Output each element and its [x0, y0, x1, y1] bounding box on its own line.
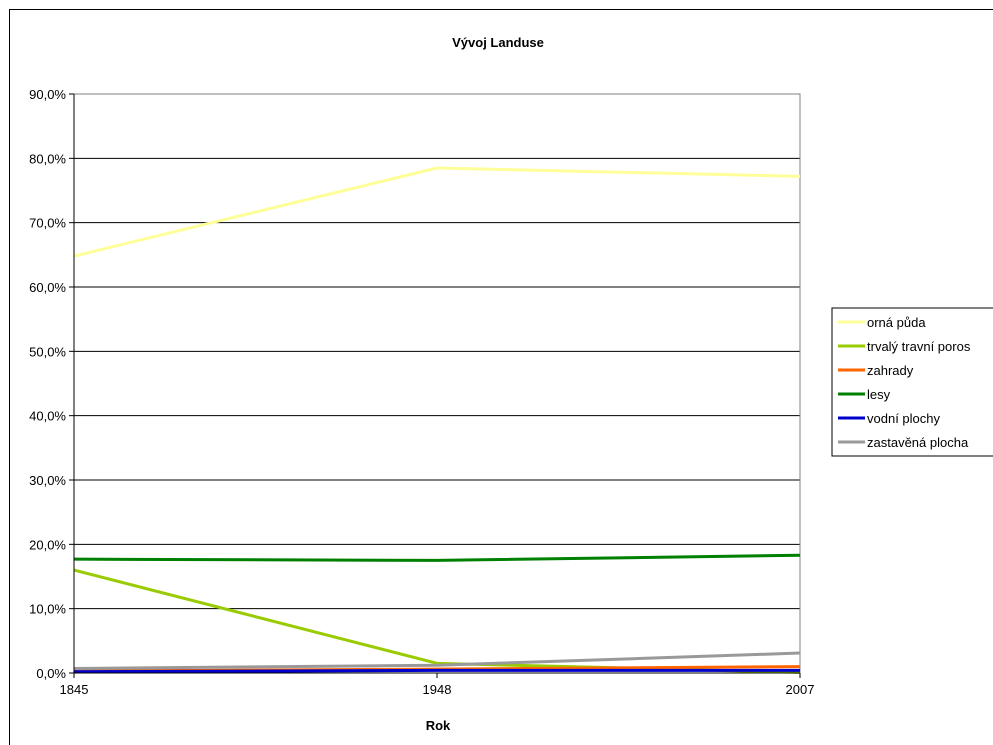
y-axis-ticks: 0,0% 10,0% 20,0% 30,0% 40,0% 50,0% 60,0% 70,0% 8…	[29, 87, 75, 681]
y-tick-label: 20,0%	[29, 537, 66, 552]
chart-title: Vývoj Landuse	[452, 35, 544, 50]
y-tick-label: 70,0%	[29, 216, 66, 231]
y-tick-label: 40,0%	[29, 409, 66, 424]
chart-frame	[9, 9, 993, 745]
series-line-0	[73, 166, 801, 258]
series-line-4	[73, 668, 800, 674]
y-tick-label: 10,0%	[29, 602, 66, 617]
y-tick-label: 60,0%	[29, 280, 66, 295]
legend-label-5: zastavěná plocha	[867, 435, 969, 450]
x-tick-label: 2007	[786, 682, 815, 697]
y-tick-label: 80,0%	[29, 151, 66, 166]
x-axis-ticks: 1845 1948 2007	[60, 672, 815, 697]
y-tick-label: 90,0%	[29, 87, 66, 102]
y-tick-label: 30,0%	[29, 473, 66, 488]
legend-label-2: zahrady	[867, 363, 914, 378]
legend: orná půda trvalý travní poros zahrady lesy v…	[831, 307, 993, 457]
x-tick-label: 1948	[423, 682, 452, 697]
gridlines	[74, 93, 800, 610]
series-line-5	[73, 651, 801, 670]
y-tick-label: 50,0%	[29, 344, 66, 359]
series-lines	[73, 166, 801, 674]
legend-box	[831, 307, 993, 457]
x-axis-title: Rok	[426, 718, 451, 733]
legend-label-1: trvalý travní poros	[867, 339, 971, 354]
x-tick-label: 1845	[60, 682, 89, 697]
series-line-3	[73, 553, 801, 562]
plot-area	[73, 93, 801, 674]
y-tick-label: 0,0%	[36, 666, 66, 681]
legend-label-0: orná půda	[867, 315, 926, 330]
legend-label-4: vodní plochy	[867, 411, 940, 426]
legend-label-3: lesy	[867, 387, 891, 402]
